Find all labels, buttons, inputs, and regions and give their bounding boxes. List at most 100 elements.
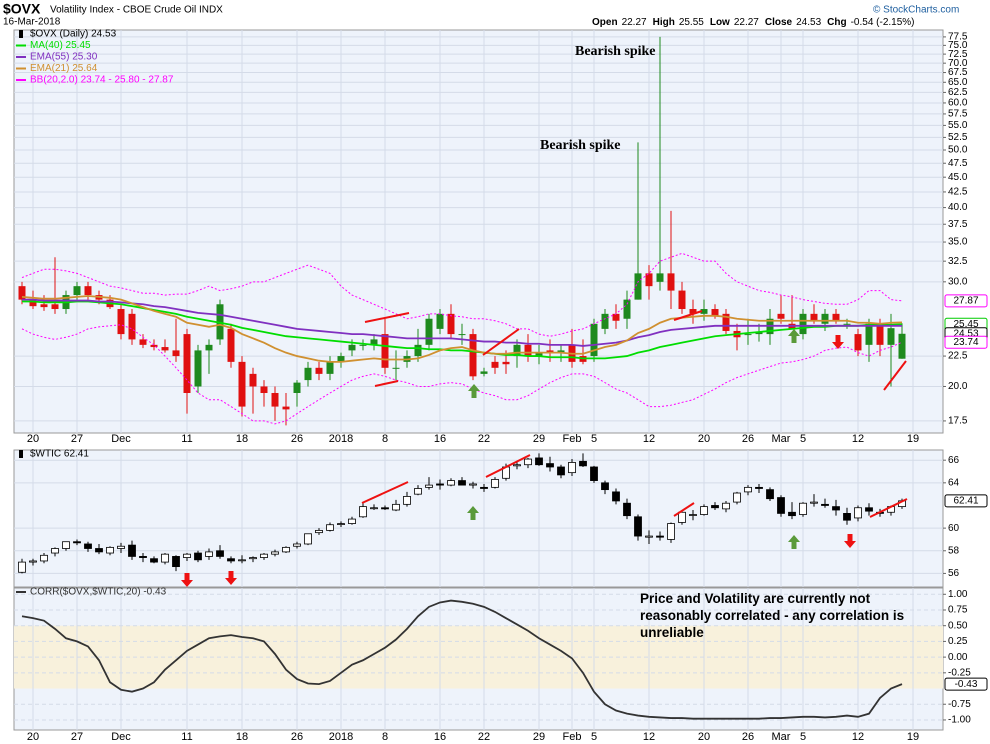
candle-body	[73, 541, 81, 544]
candle-body	[535, 457, 543, 466]
y-tick-label: 52.5	[948, 132, 968, 143]
y-tick-label: 47.5	[948, 158, 968, 169]
y-tick-label: 56	[948, 568, 960, 579]
quote-label: Chg	[827, 17, 846, 28]
candle-body	[810, 313, 818, 321]
candle-body	[733, 492, 741, 503]
instrument-name: Volatility Index - CBOE Crude Oil INDX	[50, 5, 223, 16]
x-tick-label: 20	[27, 731, 39, 743]
candle-body	[293, 543, 301, 547]
trend-line	[485, 454, 531, 478]
candle-body	[755, 331, 763, 335]
quote-value: 22.27	[622, 17, 647, 28]
x-tick-label: 11	[181, 731, 192, 743]
candle-body	[832, 506, 840, 511]
candle-body	[524, 344, 532, 357]
candle-body	[84, 286, 92, 296]
candle-body	[205, 551, 213, 557]
candle-body	[799, 502, 807, 515]
candle-body	[128, 313, 136, 340]
y-tick-label: 40.0	[948, 202, 968, 213]
candle-body	[612, 491, 620, 502]
x-tick-label: Dec	[111, 433, 131, 445]
candle-body	[227, 328, 235, 362]
candle-body	[458, 334, 466, 336]
legend-entry: MA(40) 25.45	[30, 40, 91, 51]
price-label: 23.74	[953, 337, 978, 348]
quote-value: 25.55	[679, 17, 704, 28]
legend-icon	[19, 450, 23, 458]
trend-line	[374, 380, 399, 387]
x-tick-label: 20	[698, 731, 710, 743]
trend-line	[364, 312, 410, 323]
candle-body	[436, 313, 444, 329]
candle-body	[557, 350, 565, 353]
candle-body	[623, 502, 631, 517]
candle-body	[183, 334, 191, 393]
down-arrow	[844, 534, 856, 548]
candle-body	[788, 511, 796, 517]
x-tick-label: 19	[907, 731, 919, 743]
candle-body	[755, 486, 763, 489]
candle-body	[887, 328, 895, 345]
credit: © StockCharts.com	[873, 5, 959, 16]
candle-body	[238, 361, 246, 407]
correlation-note: Price and Volatility are currently not r…	[640, 591, 905, 640]
candle-body	[480, 371, 488, 374]
candle-body	[139, 556, 147, 558]
candle-body	[469, 334, 477, 377]
x-tick-label: 20	[698, 433, 710, 445]
y-tick-label: 22.5	[948, 351, 968, 362]
candle-body	[458, 480, 466, 486]
candle-body	[348, 518, 356, 524]
candle-body	[95, 548, 103, 553]
series-line	[21, 295, 903, 363]
series-line	[22, 300, 903, 360]
candle-body	[678, 290, 686, 310]
x-tick-label: 5	[800, 731, 806, 743]
candle-body	[711, 505, 719, 509]
x-tick-label: 18	[236, 433, 248, 445]
x-tick-label: 16	[434, 433, 446, 445]
y-tick-label: 17.5	[948, 416, 968, 427]
candle-body	[183, 553, 191, 558]
legend-entry: EMA(55) 25.30	[30, 52, 98, 63]
candle-body	[843, 323, 851, 325]
candle-body	[667, 523, 675, 540]
candle-body	[546, 463, 554, 468]
x-tick-label: 8	[382, 433, 388, 445]
legend-entry: $WTIC 62.41	[30, 449, 89, 460]
x-tick-label: Mar	[772, 731, 791, 743]
candle-body	[29, 299, 37, 307]
x-tick-label: 2018	[329, 731, 353, 743]
candle-body	[612, 313, 620, 321]
candle-body	[381, 334, 389, 368]
candle-body	[381, 507, 389, 510]
y-tick-label: -1.00	[948, 715, 971, 726]
down-arrow	[181, 573, 193, 587]
candle-body	[579, 460, 587, 467]
candle-body	[128, 544, 136, 557]
quote-label: High	[653, 17, 675, 28]
candle-body	[436, 483, 444, 486]
y-tick-label: 37.5	[948, 219, 968, 230]
candle-body	[326, 524, 334, 531]
quote-label: Close	[765, 17, 793, 28]
price-label: -0.43	[955, 679, 978, 690]
y-tick-label: 50.0	[948, 145, 968, 156]
up-arrow	[468, 384, 480, 398]
candle-body	[865, 323, 873, 345]
candle-body	[623, 299, 631, 319]
x-tick-label: 29	[533, 731, 545, 743]
price-label-box	[944, 677, 988, 691]
quote: Open 22.27 High 25.55 Low 22.27 Close 24.53 Chg -…	[592, 17, 915, 28]
candle-body	[513, 344, 521, 357]
candle-body	[689, 309, 697, 314]
candle-body	[271, 392, 279, 407]
y-tick-label: 20.0	[948, 381, 968, 392]
candle-body	[491, 361, 499, 368]
y-tick-label: 0.50	[948, 620, 968, 631]
candle-body	[326, 361, 334, 374]
y-tick-label: 67.5	[948, 67, 968, 78]
